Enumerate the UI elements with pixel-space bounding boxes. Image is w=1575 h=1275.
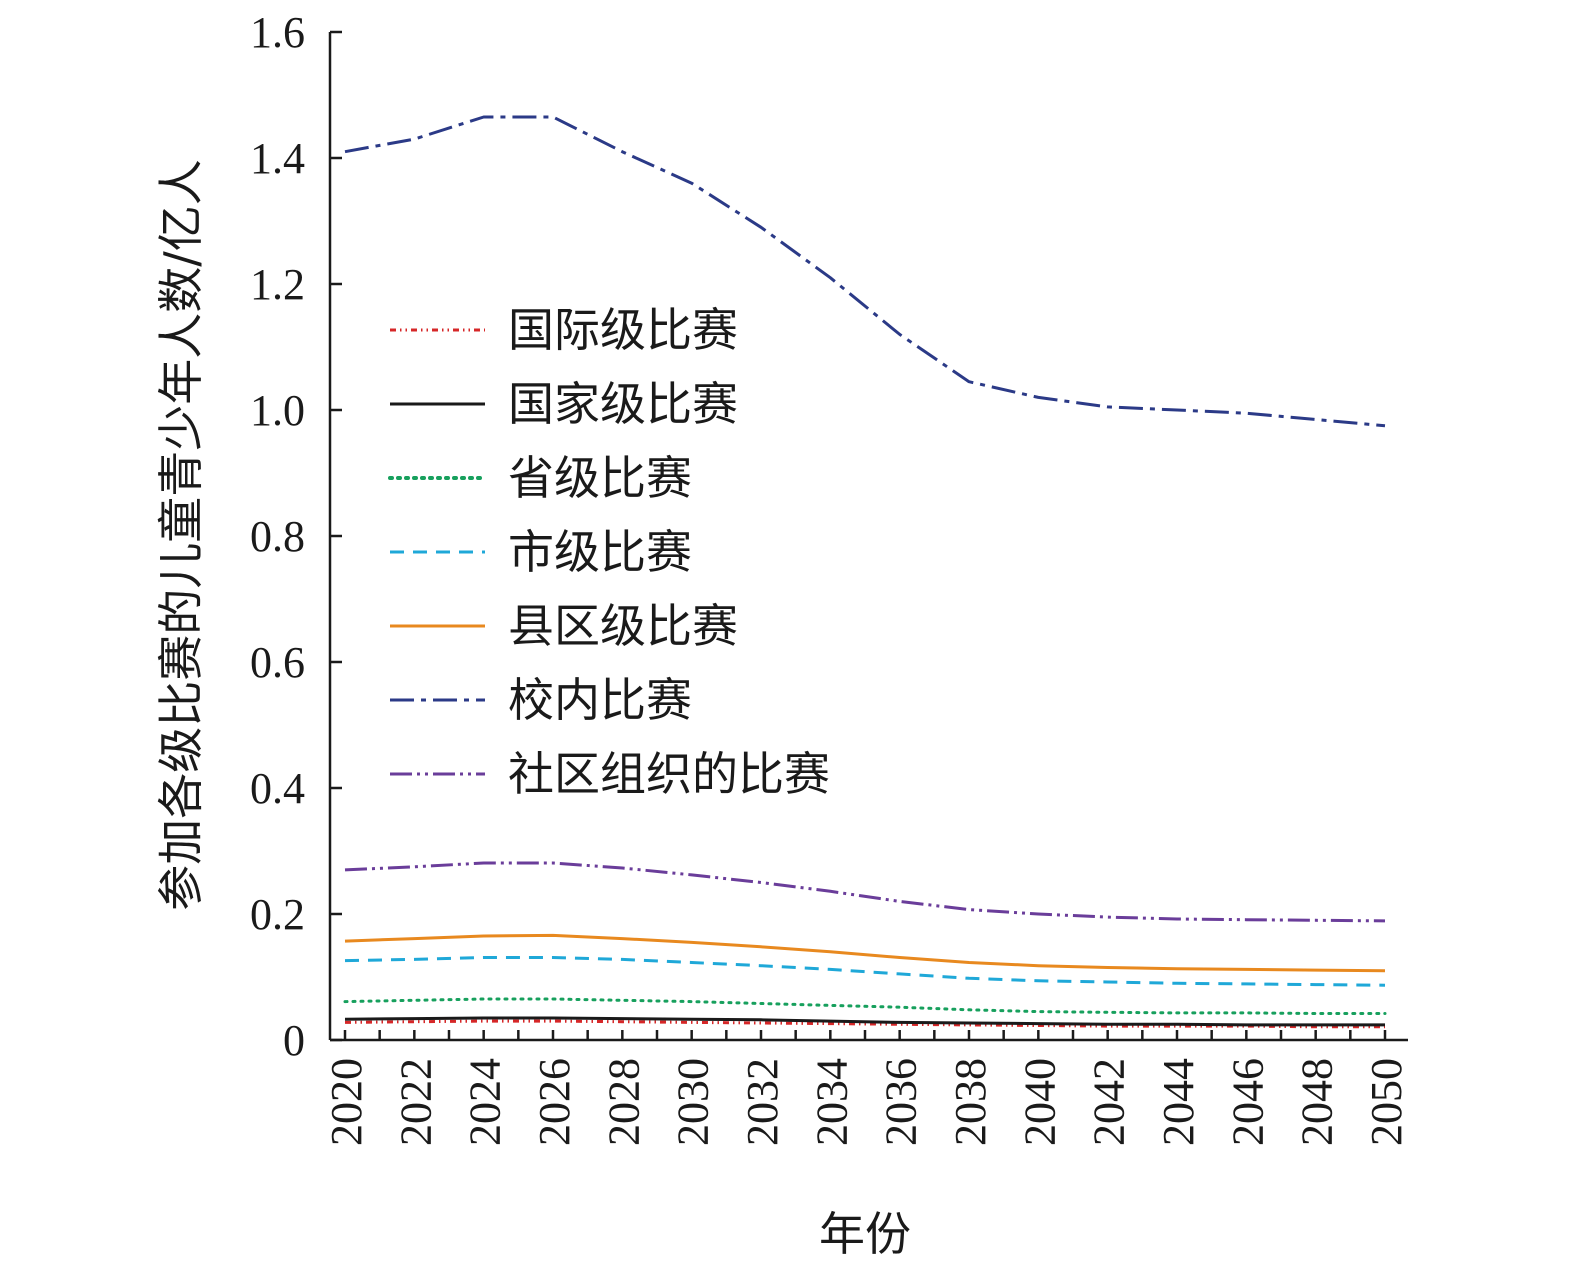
- x-tick-label: 2032: [738, 1058, 787, 1146]
- y-tick-label: 1.0: [250, 386, 305, 435]
- x-tick-label: 2042: [1085, 1058, 1134, 1146]
- x-axis-title: 年份: [819, 1207, 911, 1261]
- y-tick-label: 0.8: [250, 512, 305, 561]
- series-lines: [343, 115, 1387, 1029]
- x-tick-label: 2050: [1362, 1058, 1411, 1146]
- x-tick-label: 2024: [461, 1058, 510, 1146]
- x-tick-label: 2034: [807, 1058, 856, 1146]
- series-line: [344, 115, 1386, 428]
- y-tick-label: 1.6: [250, 8, 305, 57]
- x-tick-label: 2028: [599, 1058, 648, 1146]
- x-tick-label: 2030: [669, 1058, 718, 1146]
- y-axis-title: 参加各级比赛的儿童青少年人数/亿人: [154, 159, 208, 911]
- series-line: [344, 933, 1386, 973]
- y-tick-label: 1.2: [250, 260, 305, 309]
- x-tick-label: 2046: [1223, 1058, 1272, 1146]
- x-tick-label: 2022: [391, 1058, 440, 1146]
- series-line: [343, 997, 1387, 1015]
- x-tick-label: 2038: [946, 1058, 995, 1146]
- legend-label: 国家级比赛: [508, 377, 738, 431]
- x-tick-label: 2048: [1293, 1058, 1342, 1146]
- y-tick-label: 0: [283, 1016, 305, 1065]
- series-line: [344, 861, 1386, 923]
- series-line: [344, 1016, 1385, 1027]
- legend-label: 国际级比赛: [508, 303, 738, 357]
- legend-label: 社区组织的比赛: [508, 747, 830, 801]
- legend-label: 省级比赛: [508, 451, 692, 505]
- y-tick-label: 0.4: [250, 764, 305, 813]
- y-tick-label: 0.6: [250, 638, 305, 687]
- x-tick-label: 2036: [877, 1058, 926, 1146]
- x-tick-label: 2040: [1015, 1058, 1064, 1146]
- series-line: [344, 956, 1386, 987]
- y-axis-title-group: 参加各级比赛的儿童青少年人数/亿人: [154, 159, 208, 911]
- x-tick-label: 2020: [322, 1058, 371, 1146]
- y-tick-label: 1.4: [250, 134, 305, 183]
- legend-label: 市级比赛: [508, 525, 692, 579]
- x-tick-label: 2044: [1154, 1058, 1203, 1146]
- y-tick-label: 0.2: [250, 890, 305, 939]
- legend-label: 校内比赛: [508, 673, 692, 727]
- legend-label: 县区级比赛: [508, 599, 738, 653]
- axes: 0 0.2 0.4 0.6 0.8 1.0 1.2 1.4 1.6 2020 2022 2024 202…: [250, 8, 1411, 1146]
- x-tick-label: 2026: [530, 1058, 579, 1146]
